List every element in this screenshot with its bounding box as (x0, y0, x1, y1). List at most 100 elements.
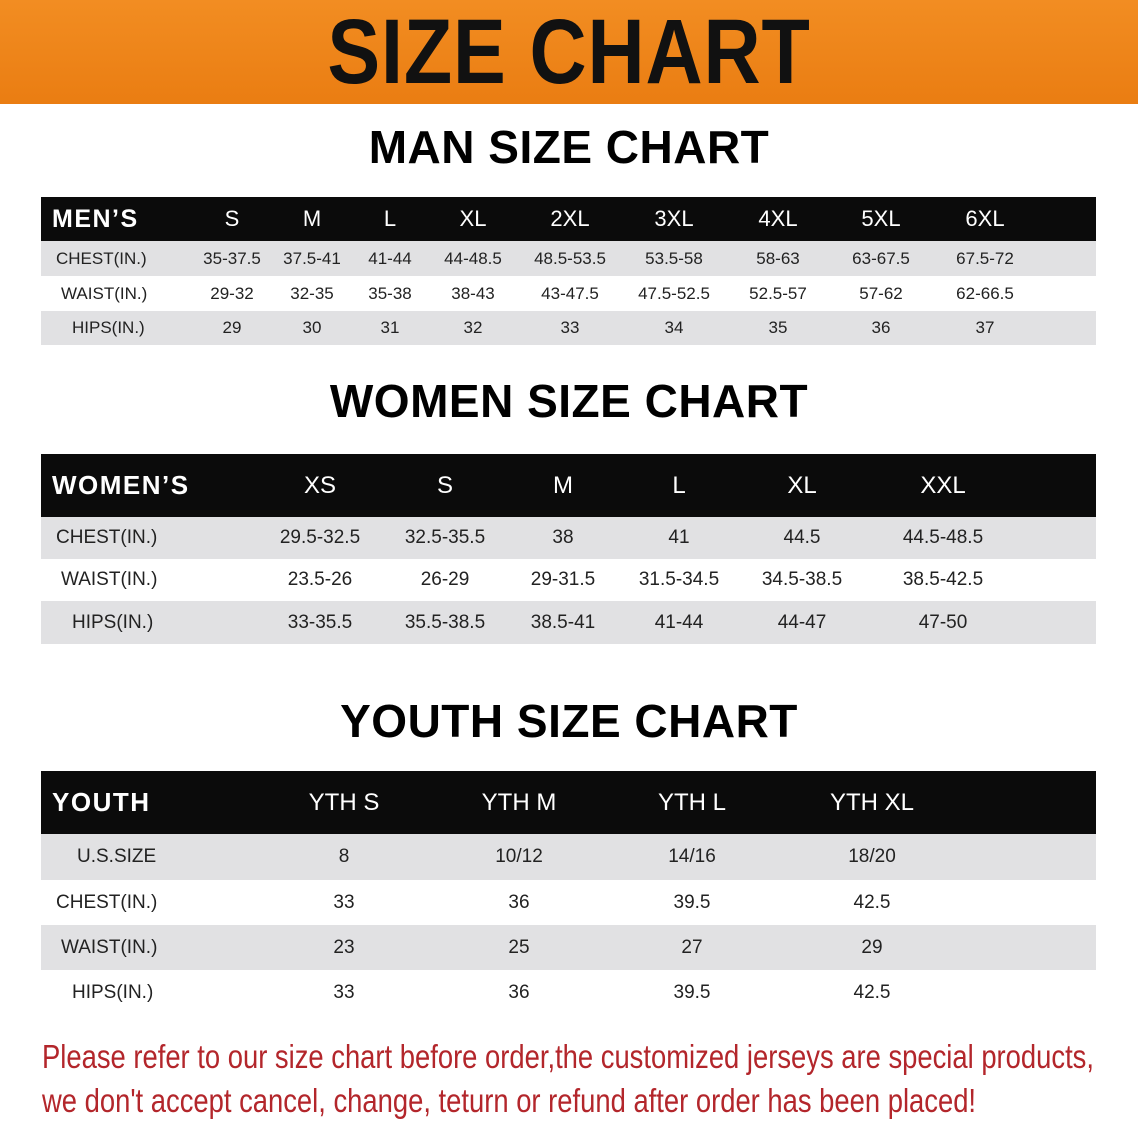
measurement-cell: 23.5-26 (287, 569, 353, 590)
measurement-cell: 32.5-35.5 (404, 527, 486, 548)
measurement-cell: 67.5-72 (956, 248, 1014, 268)
row-label: CHEST(IN.) (56, 248, 147, 268)
notice-line-1: Please refer to our size chart before or… (42, 1038, 1094, 1075)
measurement-cell: 32-35 (290, 283, 334, 303)
measurement-cell: 42.5 (853, 891, 891, 913)
size-header: YTH S (308, 788, 380, 816)
measurement-cell: 44-48.5 (444, 248, 502, 268)
size-header: 4XL (758, 206, 798, 231)
women-header-row: WOMEN’S XS S M L XL XXL (41, 454, 1096, 517)
measurement-cell: 41 (668, 527, 690, 548)
measurement-cell: 8 (338, 846, 350, 867)
measurement-cell: 34 (664, 318, 684, 337)
women-section-title: WOMEN SIZE CHART (329, 375, 809, 427)
size-header: YTH L (657, 788, 727, 816)
measurement-cell: 29 (222, 318, 242, 337)
size-chart-banner: SIZE CHART (0, 0, 1138, 104)
row-label: WAIST(IN.) (61, 936, 158, 958)
measurement-cell: 52.5-57 (749, 283, 807, 303)
size-header: 2XL (550, 206, 590, 231)
measurement-cell: 44.5-48.5 (902, 527, 984, 548)
size-header: YTH M (481, 788, 557, 816)
men-section-title: MAN SIZE CHART (368, 121, 770, 173)
measurement-cell: 14/16 (668, 846, 716, 867)
size-header: 6XL (965, 206, 1005, 231)
measurement-cell: 39.5 (673, 981, 711, 1003)
size-header: L (383, 206, 397, 231)
measurement-cell: 23 (333, 936, 355, 958)
measurement-cell: 33 (333, 981, 355, 1003)
measurement-cell: 38.5-42.5 (902, 569, 984, 590)
measurement-cell: 25 (508, 936, 530, 958)
size-header: XL (459, 206, 487, 231)
size-header: YTH XL (829, 788, 915, 816)
size-header: S (436, 471, 454, 499)
measurement-cell: 31 (380, 318, 400, 337)
row-label: U.S.SIZE (77, 846, 157, 867)
measurement-cell: 36 (508, 891, 530, 913)
measurement-cell: 35-37.5 (203, 248, 261, 268)
measurement-cell: 26-29 (420, 569, 470, 590)
table-row: CHEST(IN.) 29.5-32.5 32.5-35.5 38 41 44.5 44.5… (41, 517, 1096, 559)
table-row: U.S.SIZE 8 10/12 14/16 18/20 (41, 834, 1096, 880)
measurement-cell: 29.5-32.5 (279, 527, 361, 548)
size-header: 5XL (861, 206, 901, 231)
measurement-cell: 27 (681, 936, 703, 958)
row-label: HIPS(IN.) (72, 318, 145, 337)
measurement-cell: 29-31.5 (530, 569, 596, 590)
measurement-cell: 35 (768, 318, 788, 337)
measurement-cell: 39.5 (673, 891, 711, 913)
table-row: CHEST(IN.) 35-37.5 37.5-41 41-44 44-48.5 48.5… (41, 241, 1096, 276)
table-row: HIPS(IN.) 29 30 31 32 33 34 35 36 37 (41, 311, 1096, 345)
measurement-cell: 32 (463, 318, 483, 337)
table-row: WAIST(IN.) 23 25 27 29 (41, 925, 1096, 970)
measurement-cell: 57-62 (859, 283, 903, 303)
measurement-cell: 33 (333, 891, 355, 913)
row-label: CHEST(IN.) (56, 527, 158, 548)
size-header: M (302, 206, 322, 231)
size-header: S (224, 206, 240, 231)
measurement-cell: 44-47 (777, 611, 827, 633)
measurement-cell: 44.5 (783, 527, 821, 548)
measurement-cell: 33-35.5 (287, 611, 353, 633)
notice-line-2: we don't accept cancel, change, teturn o… (42, 1082, 977, 1119)
measurement-cell: 34.5-38.5 (761, 569, 843, 590)
row-label: HIPS(IN.) (72, 611, 154, 633)
measurement-cell: 38.5-41 (530, 611, 596, 633)
table-row: HIPS(IN.) 33 36 39.5 42.5 (41, 970, 1096, 1015)
measurement-cell: 33 (560, 318, 580, 337)
measurement-cell: 10/12 (495, 846, 543, 867)
measurement-cell: 36 (871, 318, 891, 337)
measurement-cell: 53.5-58 (645, 248, 703, 268)
measurement-cell: 35.5-38.5 (404, 611, 486, 633)
measurement-cell: 63-67.5 (852, 248, 910, 268)
table-row: WAIST(IN.) 23.5-26 26-29 29-31.5 31.5-34.5 34… (41, 559, 1096, 601)
men-size-table: MEN’S S M L XL 2XL 3XL 4XL 5XL 6XL CHEST(IN.) 35-37… (41, 197, 1096, 345)
measurement-cell: 41-44 (368, 248, 412, 268)
women-header-label: WOMEN’S (52, 470, 190, 500)
banner-title: SIZE CHART (327, 1, 811, 103)
measurement-cell: 31.5-34.5 (638, 569, 720, 590)
men-header-row: MEN’S S M L XL 2XL 3XL 4XL 5XL 6XL (41, 197, 1096, 241)
row-label: WAIST(IN.) (61, 283, 148, 303)
table-row: WAIST(IN.) 29-32 32-35 35-38 38-43 43-47.5 47.… (41, 276, 1096, 311)
size-header: XS (303, 471, 337, 499)
measurement-cell: 37 (975, 318, 995, 337)
measurement-cell: 29-32 (210, 283, 254, 303)
measurement-cell: 35-38 (368, 283, 412, 303)
measurement-cell: 58-63 (756, 248, 800, 268)
size-header: XXL (920, 471, 966, 499)
table-row: CHEST(IN.) 33 36 39.5 42.5 (41, 880, 1096, 925)
measurement-cell: 47-50 (918, 611, 968, 633)
size-header: 3XL (654, 206, 694, 231)
measurement-cell: 48.5-53.5 (534, 248, 606, 268)
measurement-cell: 47.5-52.5 (638, 283, 710, 303)
measurement-cell: 36 (508, 981, 530, 1003)
row-label: HIPS(IN.) (72, 981, 154, 1003)
youth-header-row: YOUTH YTH S YTH M YTH L YTH XL (41, 771, 1096, 834)
table-row: HIPS(IN.) 33-35.5 35.5-38.5 38.5-41 41-44 44-… (41, 601, 1096, 644)
measurement-cell: 30 (302, 318, 322, 337)
measurement-cell: 42.5 (853, 981, 891, 1003)
row-label: CHEST(IN.) (56, 891, 158, 913)
size-header: XL (787, 471, 817, 499)
